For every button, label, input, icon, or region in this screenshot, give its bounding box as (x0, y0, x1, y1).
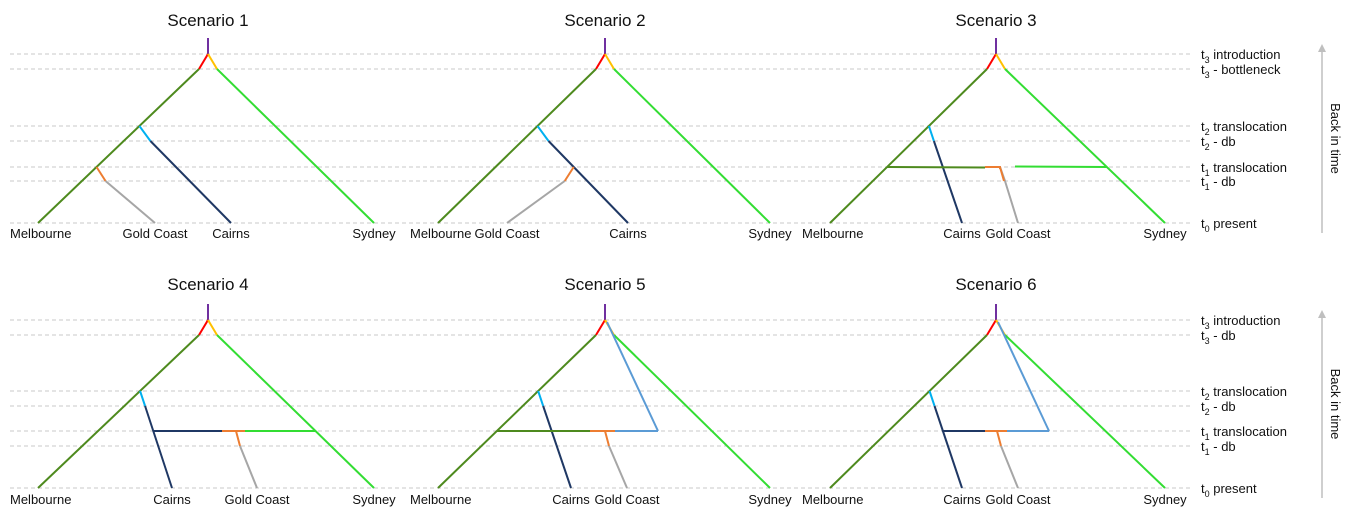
scenario-title: Scenario 1 (167, 11, 248, 30)
scenario-title: Scenario 4 (167, 275, 248, 294)
leaf-label-sydney: Sydney (748, 492, 792, 507)
leaf-label-cairns: Cairns (609, 226, 647, 241)
sydney-branch (1004, 68, 1166, 224)
gold-coast-db-branch (95, 166, 107, 182)
axis-label: Back in time (1328, 103, 1343, 174)
leaf-label-cairns: Cairns (212, 226, 250, 241)
gold-coast-branch (1000, 445, 1019, 489)
cairns-db-branch (927, 125, 935, 142)
leaf-label-sydney: Sydney (352, 226, 396, 241)
gold-coast-db-branch (996, 430, 1002, 447)
bottleneck-branch (198, 53, 209, 70)
melbourne-branch (37, 68, 200, 224)
sydney-branch (613, 334, 771, 489)
leaf-label-sydney: Sydney (352, 492, 396, 507)
cairns-branch (542, 405, 572, 489)
melbourne-branch (829, 334, 988, 489)
leaf-label-gold-coast: Gold Coast (985, 226, 1050, 241)
bottleneck-branch (595, 53, 606, 70)
melbourne-branch (37, 334, 200, 489)
leaf-label-gold-coast: Gold Coast (122, 226, 187, 241)
time-label: t3 introduction (1201, 47, 1280, 65)
cairns-branch (149, 140, 232, 224)
leaf-label-sydney: Sydney (1143, 226, 1187, 241)
cairns-db-branch (139, 390, 147, 407)
leaf-label-melbourne: Melbourne (10, 226, 71, 241)
unsampled-source-branch (606, 321, 659, 432)
leaf-label-melbourne: Melbourne (10, 492, 71, 507)
sydney-branch (216, 334, 375, 489)
leaf-label-cairns: Cairns (552, 492, 590, 507)
gold-coast-branch (104, 180, 156, 224)
time-label: t3 - db (1201, 328, 1236, 346)
time-label: t1 translocation (1201, 424, 1287, 442)
leaf-label-melbourne: Melbourne (802, 226, 863, 241)
gold-coast-branch (239, 445, 258, 489)
cairns-db-branch (536, 125, 550, 142)
sydney-branch (216, 68, 375, 224)
bottleneck-branch (995, 53, 1006, 70)
cairns-branch (547, 140, 629, 224)
scenario-title: Scenario 6 (955, 275, 1036, 294)
time-label: t1 translocation (1201, 160, 1287, 178)
gold-coast-db-branch (999, 166, 1005, 182)
gold-coast-branch (608, 445, 628, 489)
cairns-db-branch (138, 125, 152, 142)
admixture-sydney-branch (1014, 165, 1107, 168)
gold-coast-db-branch (235, 430, 241, 447)
scenario-title: Scenario 3 (955, 11, 1036, 30)
leaf-label-sydney: Sydney (1143, 492, 1187, 507)
melbourne-branch (829, 68, 988, 224)
leaf-label-melbourne: Melbourne (802, 492, 863, 507)
leaf-label-melbourne: Melbourne (410, 492, 471, 507)
sydney-branch (613, 68, 771, 224)
time-label: t3 introduction (1201, 313, 1280, 331)
bottleneck-branch (986, 53, 997, 70)
unsampled-source-branch (997, 321, 1050, 432)
melbourne-branch (437, 334, 597, 489)
leaf-label-gold-coast: Gold Coast (985, 492, 1050, 507)
time-label: t1 - db (1201, 174, 1236, 192)
time-label: t0 present (1201, 216, 1257, 234)
bottleneck-branch (198, 319, 209, 336)
sydney-branch (1004, 334, 1166, 489)
time-label: t2 - db (1201, 134, 1236, 152)
arrow-head-icon (1318, 310, 1326, 318)
leaf-label-melbourne: Melbourne (410, 226, 471, 241)
scenario-title: Scenario 2 (564, 11, 645, 30)
scenario-title: Scenario 5 (564, 275, 645, 294)
time-label: t2 translocation (1201, 119, 1287, 137)
leaf-label-gold-coast: Gold Coast (224, 492, 289, 507)
gold-coast-branch (506, 180, 566, 224)
cairns-db-branch (928, 390, 936, 407)
time-label: t3 - bottleneck (1201, 62, 1281, 80)
arrow-head-icon (1318, 44, 1326, 52)
leaf-label-cairns: Cairns (153, 492, 191, 507)
leaf-label-cairns: Cairns (943, 492, 981, 507)
leaf-label-cairns: Cairns (943, 226, 981, 241)
bottleneck-branch (207, 53, 218, 70)
cairns-branch (933, 405, 963, 489)
axis-label: Back in time (1328, 369, 1343, 440)
gold-coast-db-branch (563, 166, 575, 182)
gold-coast-db-branch (604, 430, 610, 447)
leaf-label-gold-coast: Gold Coast (474, 226, 539, 241)
leaf-label-gold-coast: Gold Coast (594, 492, 659, 507)
bottleneck-branch (595, 319, 606, 336)
cairns-branch (144, 405, 173, 489)
time-label: t2 translocation (1201, 384, 1287, 402)
bottleneck-branch (986, 319, 997, 336)
cairns-db-branch (537, 390, 545, 407)
melbourne-branch (437, 68, 597, 224)
time-label: t0 present (1201, 481, 1257, 499)
time-label: t1 - db (1201, 439, 1236, 457)
cairns-branch (932, 140, 963, 224)
time-label: t2 - db (1201, 399, 1236, 417)
leaf-label-sydney: Sydney (748, 226, 792, 241)
admixture-melbourne-branch (887, 166, 986, 169)
bottleneck-branch (604, 53, 615, 70)
bottleneck-branch (207, 319, 218, 336)
